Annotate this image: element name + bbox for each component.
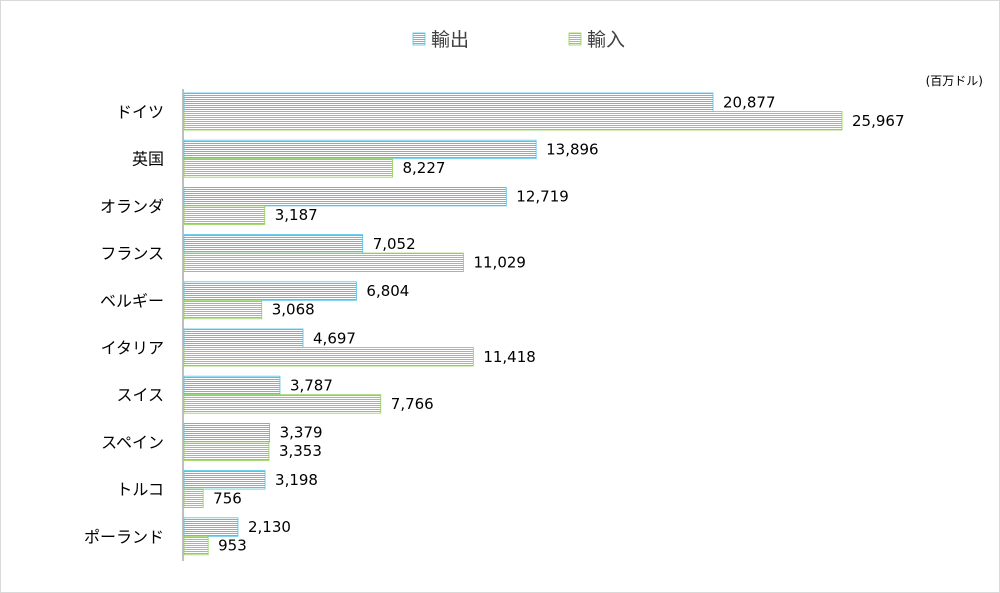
bar-export bbox=[183, 328, 304, 348]
data-label-import: 3,068 bbox=[272, 301, 315, 319]
category-label: 英国 bbox=[132, 150, 164, 169]
category-label: スペイン bbox=[101, 433, 164, 452]
data-label-export: 3,379 bbox=[280, 424, 323, 442]
bar-export bbox=[183, 92, 714, 112]
bar-export bbox=[183, 517, 239, 537]
data-label-export: 4,697 bbox=[313, 329, 356, 347]
data-label-import: 8,227 bbox=[402, 159, 445, 177]
bars-group: 20,877 25,967 13,896 8,227 12,719 3,187 7,052 1… bbox=[183, 92, 905, 556]
category-label: トルコ bbox=[116, 480, 164, 499]
bar-export bbox=[183, 234, 364, 254]
bar-import bbox=[183, 158, 393, 178]
bar-export bbox=[183, 422, 271, 443]
data-label-import: 25,967 bbox=[852, 112, 905, 130]
data-label-export: 20,877 bbox=[723, 93, 776, 111]
bar-import bbox=[183, 347, 474, 367]
bar-export bbox=[183, 186, 507, 207]
legend: 輸出 輸入 bbox=[412, 29, 625, 51]
unit-label: (百万ドル) bbox=[926, 74, 983, 88]
legend-label-import: 輸入 bbox=[587, 29, 625, 51]
data-label-export: 7,052 bbox=[373, 235, 416, 253]
category-label: オランダ bbox=[100, 197, 164, 216]
data-label-import: 11,029 bbox=[473, 253, 526, 271]
category-label: フランス bbox=[100, 244, 164, 263]
data-label-export: 6,804 bbox=[366, 282, 409, 300]
bar-export bbox=[183, 375, 281, 396]
bar-import bbox=[183, 111, 843, 131]
category-label: ベルギー bbox=[100, 291, 164, 310]
category-label: ドイツ bbox=[116, 103, 164, 122]
bar-import bbox=[183, 535, 209, 556]
bar-import bbox=[183, 441, 270, 461]
bar-export bbox=[183, 139, 537, 160]
data-label-export: 3,787 bbox=[290, 376, 333, 394]
data-label-import: 7,766 bbox=[391, 395, 434, 413]
data-label-import: 3,353 bbox=[279, 442, 322, 460]
category-label: イタリア bbox=[101, 339, 164, 358]
data-label-import: 953 bbox=[218, 537, 247, 555]
bar-import bbox=[183, 488, 204, 509]
category-label: スイス bbox=[116, 386, 164, 405]
bar-import bbox=[183, 252, 464, 273]
data-label-import: 3,187 bbox=[275, 206, 318, 224]
bar-import bbox=[183, 394, 382, 414]
data-label-export: 2,130 bbox=[248, 518, 291, 536]
data-label-export: 3,198 bbox=[275, 471, 318, 489]
data-label-export: 12,719 bbox=[516, 188, 569, 206]
bar-export bbox=[183, 470, 266, 490]
data-label-import: 756 bbox=[213, 489, 242, 507]
legend-swatch-export bbox=[412, 32, 426, 46]
data-label-import: 11,418 bbox=[483, 348, 536, 366]
legend-swatch-import bbox=[568, 32, 582, 46]
category-label: ポーランド bbox=[84, 527, 164, 546]
data-label-export: 13,896 bbox=[546, 140, 599, 158]
bar-export bbox=[183, 281, 357, 301]
legend-label-export: 輸出 bbox=[431, 29, 469, 51]
bar-import bbox=[183, 299, 263, 320]
bar-import bbox=[183, 205, 266, 225]
